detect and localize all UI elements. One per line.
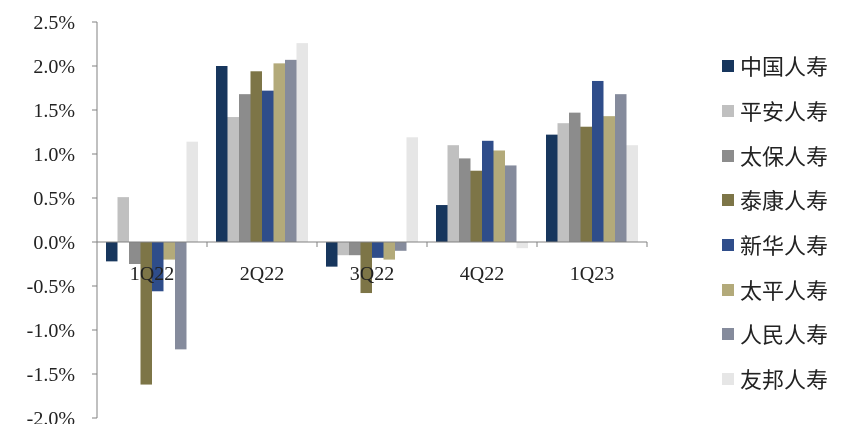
legend-label: 泰康人寿 xyxy=(740,190,829,216)
bar xyxy=(106,242,118,262)
x-tick-label: 4Q22 xyxy=(460,263,504,285)
bar xyxy=(615,94,627,242)
y-tick-label: 0.0% xyxy=(33,232,75,254)
legend-swatch xyxy=(722,283,734,296)
legend-item: 泰康人寿 xyxy=(722,178,854,223)
legend-label: 中国人寿 xyxy=(740,56,829,82)
bar xyxy=(337,242,349,256)
bar xyxy=(140,242,152,385)
legend-label: 平安人寿 xyxy=(740,101,829,127)
bar xyxy=(239,94,251,242)
bar xyxy=(557,123,569,242)
bar xyxy=(372,242,384,258)
legend-swatch xyxy=(722,194,734,207)
legend-item: 人民人寿 xyxy=(722,312,854,357)
y-tick-label: -1.5% xyxy=(27,364,75,386)
bar xyxy=(482,140,494,242)
legend-label: 友邦人寿 xyxy=(740,369,829,395)
bar xyxy=(383,242,395,260)
bar xyxy=(580,126,592,242)
x-tick-label: 3Q22 xyxy=(350,263,394,285)
bar xyxy=(296,43,308,243)
y-tick-label: 1.5% xyxy=(33,100,75,122)
legend-swatch xyxy=(722,239,734,252)
x-tick-label: 2Q22 xyxy=(240,263,284,285)
legend-item: 友邦人寿 xyxy=(722,357,854,402)
bar xyxy=(360,242,372,294)
x-tick-label: 1Q23 xyxy=(570,263,614,285)
legend-item: 中国人寿 xyxy=(722,44,854,89)
y-tick-label: 0.5% xyxy=(33,188,75,210)
bar xyxy=(447,145,459,242)
legend-label: 新华人寿 xyxy=(740,235,829,261)
bar xyxy=(603,116,615,242)
bar xyxy=(326,242,338,267)
bar xyxy=(546,134,558,242)
bar xyxy=(406,137,418,242)
bar xyxy=(273,63,285,242)
legend-swatch xyxy=(722,149,734,162)
bar xyxy=(470,170,482,242)
legend-label: 太保人寿 xyxy=(740,145,829,171)
y-tick-label: 2.5% xyxy=(33,12,75,34)
legend-item: 太平人寿 xyxy=(722,267,854,312)
y-tick-label: 1.0% xyxy=(33,144,75,166)
bar xyxy=(459,158,471,242)
bar xyxy=(186,141,198,242)
bar xyxy=(250,71,262,242)
x-tick-label: 1Q22 xyxy=(130,263,174,285)
bar xyxy=(262,90,274,242)
legend-swatch xyxy=(722,328,734,341)
bar xyxy=(493,150,505,242)
legend-label: 太平人寿 xyxy=(740,279,829,305)
bar xyxy=(227,117,239,242)
bar xyxy=(349,242,361,256)
bar xyxy=(626,145,638,242)
bar xyxy=(175,242,187,350)
bar xyxy=(216,66,228,242)
y-tick-label: -1.0% xyxy=(27,320,75,342)
legend-item: 太保人寿 xyxy=(722,133,854,178)
bar xyxy=(395,242,407,251)
bar xyxy=(569,112,581,242)
y-tick-label: -2.0% xyxy=(27,408,75,424)
y-tick-label: 2.0% xyxy=(33,56,75,78)
legend-swatch xyxy=(722,373,734,386)
legend-swatch xyxy=(722,105,734,118)
bar xyxy=(436,205,448,242)
bar xyxy=(285,59,297,243)
legend-label: 人民人寿 xyxy=(740,324,829,350)
bar xyxy=(505,165,517,242)
bar xyxy=(592,80,604,243)
bar xyxy=(152,242,164,292)
legend-item: 新华人寿 xyxy=(722,223,854,268)
bar xyxy=(163,242,175,260)
chart-legend: 中国人寿平安人寿太保人寿泰康人寿新华人寿太平人寿人民人寿友邦人寿 xyxy=(722,44,854,402)
legend-swatch xyxy=(722,60,734,73)
bar xyxy=(117,197,129,242)
bar xyxy=(129,242,141,264)
bar xyxy=(516,242,528,249)
legend-item: 平安人寿 xyxy=(722,89,854,134)
y-tick-label: -0.5% xyxy=(27,276,75,298)
